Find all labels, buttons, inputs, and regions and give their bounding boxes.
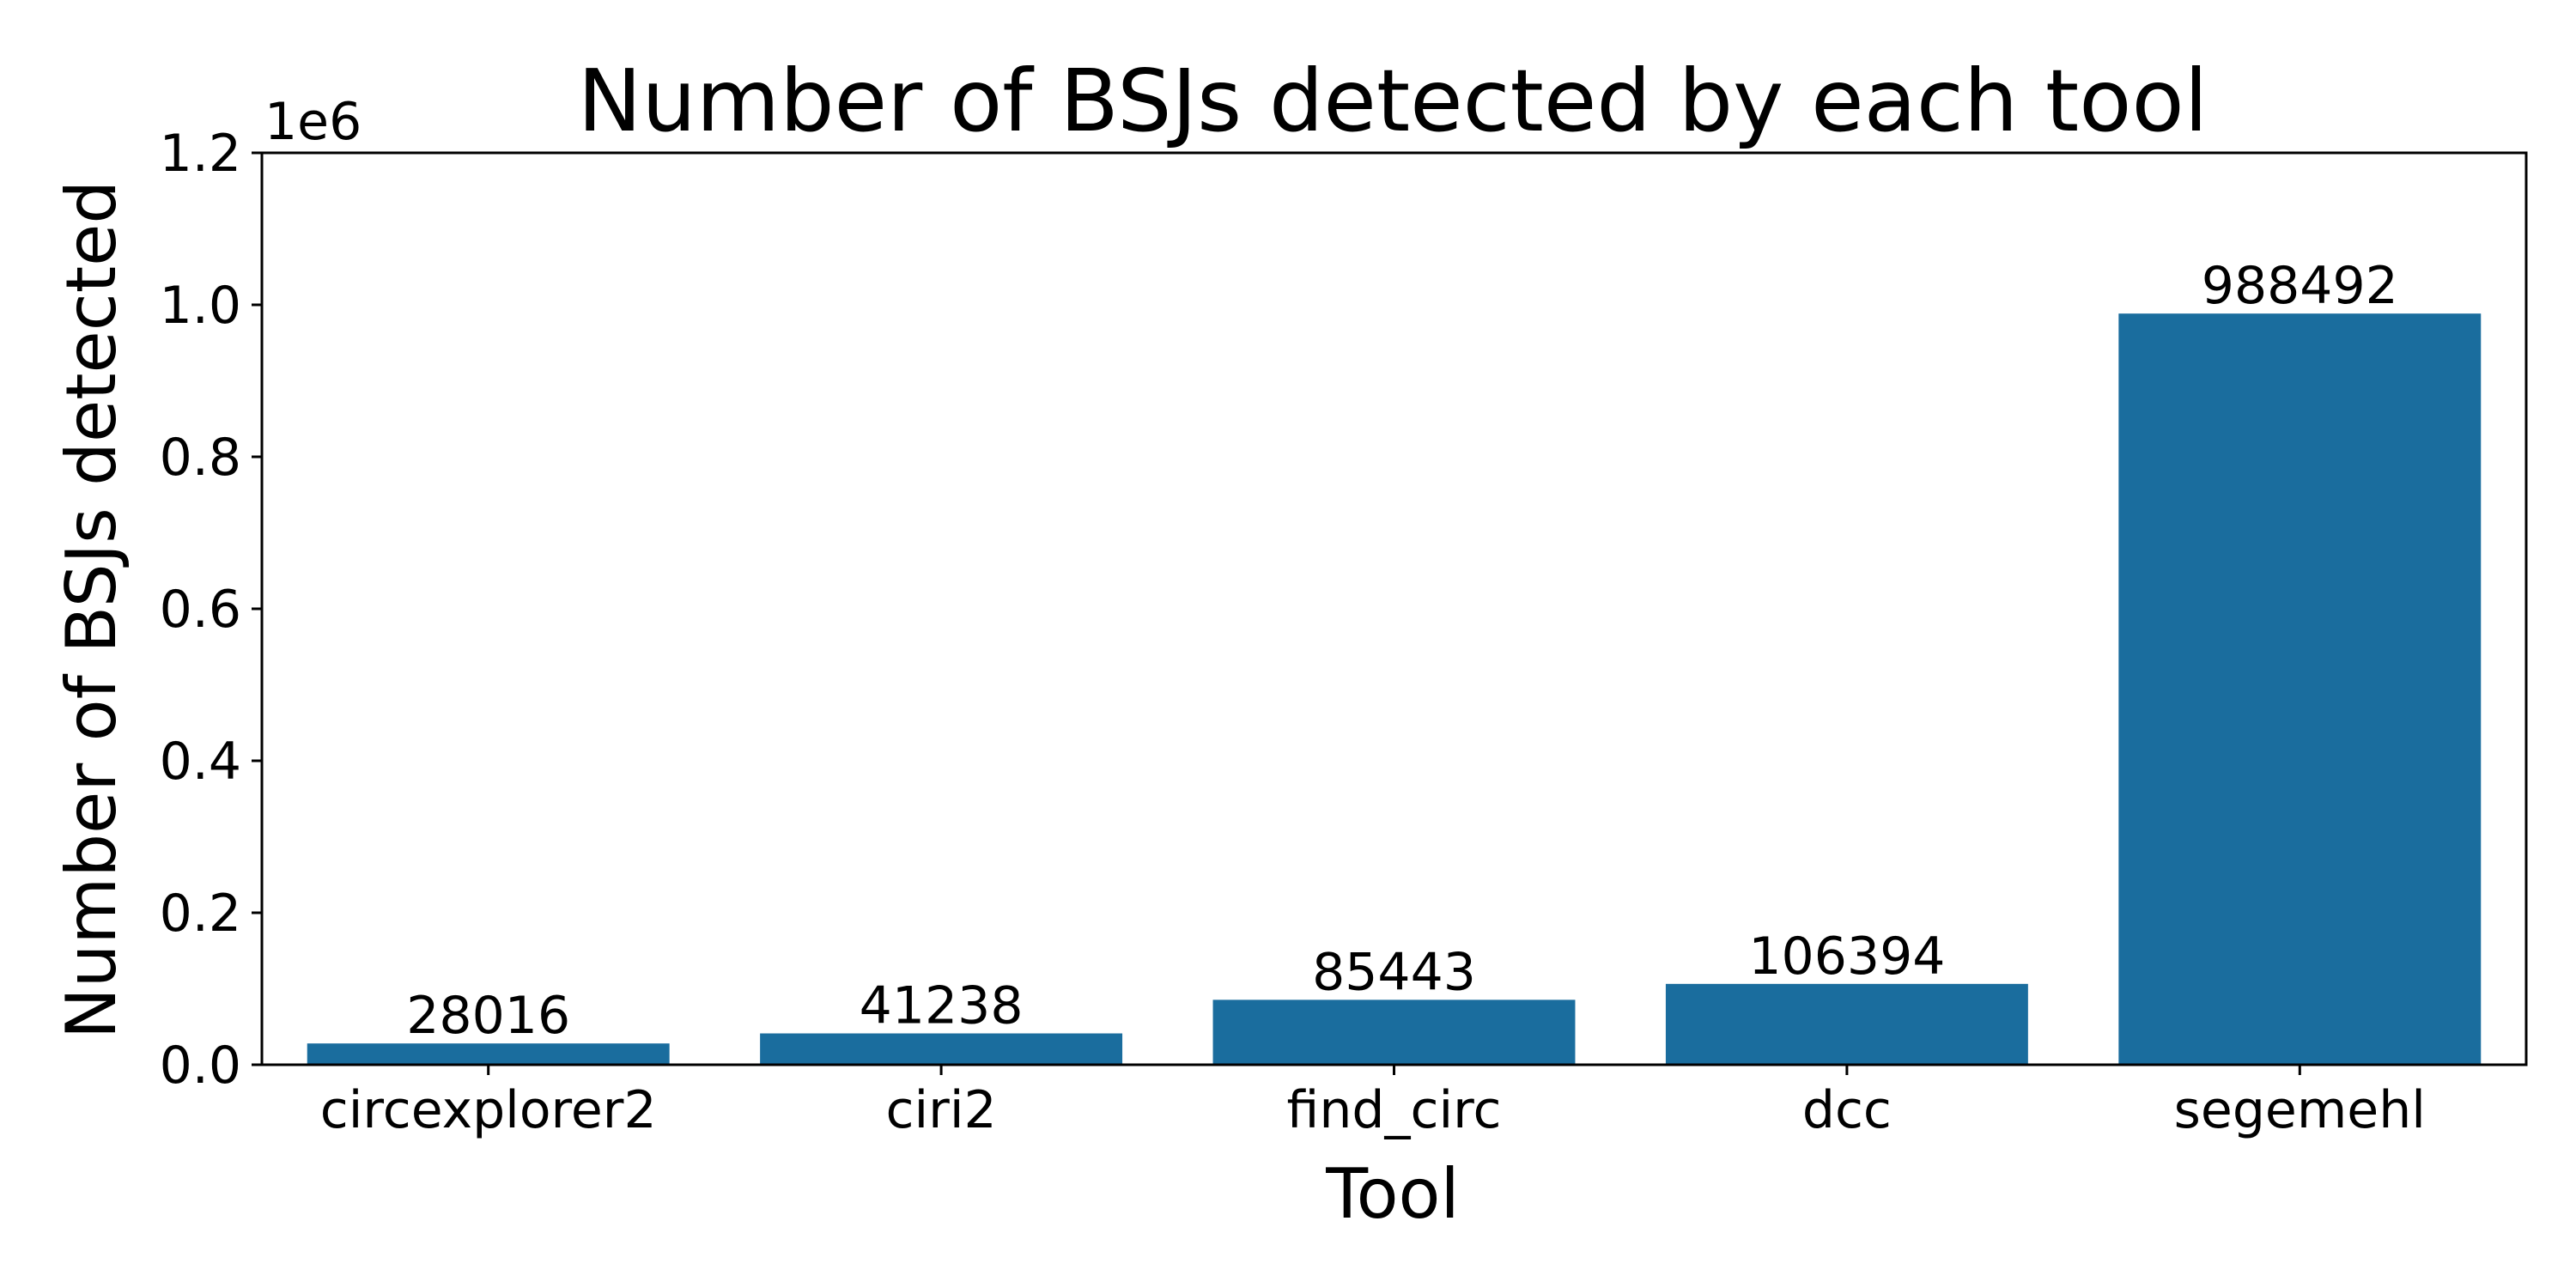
x-axis-ticks: circexplorer2 ciri2 find_circ dcc segemehl: [320, 1065, 2426, 1140]
y-axis-offset-label: 1e6: [264, 92, 361, 152]
bar-dcc: [1665, 983, 2028, 1065]
y-tick-label-6: 1.2: [160, 124, 241, 184]
x-tick-label-find_circ: find_circ: [1287, 1080, 1502, 1140]
chart-title: Number of BSJs detected by each tool: [578, 51, 2208, 151]
data-label-ciri2: 41238: [860, 976, 1024, 1036]
y-tick-label-3: 0.6: [160, 580, 241, 640]
y-axis-ticks: 0.0 0.2 0.4 0.6 0.8 1.0 1.2: [160, 124, 262, 1096]
y-tick-label-4: 0.8: [160, 428, 241, 488]
y-tick-label-1: 0.2: [160, 884, 241, 944]
data-label-dcc: 106394: [1748, 927, 1945, 987]
plot-area-frame: [260, 151, 2528, 1066]
data-label-segemehl: 988492: [2202, 256, 2398, 316]
x-tick-label-circexplorer2: circexplorer2: [320, 1080, 657, 1140]
data-label-find_circ: 85443: [1312, 942, 1476, 1002]
bar-circexplorer2: [307, 1043, 670, 1065]
y-tick-label-2: 0.4: [160, 732, 241, 792]
x-tick-label-ciri2: ciri2: [886, 1080, 997, 1140]
x-axis-label: Tool: [1325, 1154, 1459, 1234]
bar-segemehl: [2118, 313, 2482, 1065]
data-label-circexplorer2: 28016: [406, 986, 570, 1046]
y-tick-label-5: 1.0: [160, 276, 241, 336]
y-tick-label-0: 0.0: [160, 1036, 241, 1096]
x-tick-label-segemehl: segemehl: [2174, 1080, 2426, 1140]
bar-find_circ: [1212, 999, 1576, 1065]
bar-ciri2: [760, 1033, 1123, 1065]
data-labels-group: 28016 41238 85443 106394 988492: [406, 256, 2398, 1046]
y-axis-label: Number of BSJs detected: [52, 180, 131, 1039]
bars-group: [307, 313, 2482, 1065]
x-tick-label-dcc: dcc: [1802, 1080, 1892, 1140]
